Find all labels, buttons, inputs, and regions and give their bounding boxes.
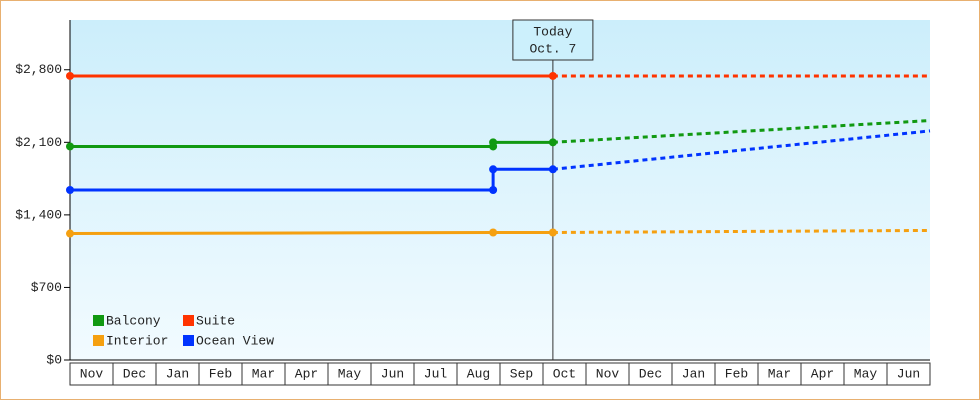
point — [66, 186, 74, 194]
today-label: Today — [533, 24, 572, 39]
legend-label: Ocean View — [196, 333, 274, 348]
x-tick-label: Mar — [252, 366, 275, 381]
y-tick-label: $2,100 — [15, 135, 62, 150]
x-tick-label: Apr — [295, 366, 318, 381]
x-tick-label: May — [854, 366, 878, 381]
legend-label: Balcony — [106, 313, 161, 328]
x-tick-label: Sep — [510, 366, 533, 381]
point — [66, 71, 74, 80]
x-tick-label: Nov — [80, 366, 104, 381]
x-tick-label: Jul — [424, 366, 448, 381]
point — [489, 186, 498, 194]
x-tick-label: Aug — [467, 366, 490, 381]
x-tick-label: Feb — [209, 366, 232, 381]
x-tick-label: Dec — [123, 366, 146, 381]
today-box — [512, 19, 594, 61]
point — [489, 228, 498, 237]
y-tick-label: $700 — [31, 280, 62, 295]
point — [548, 165, 557, 174]
y-tick-label: $0 — [46, 352, 62, 367]
legend-swatch — [93, 335, 104, 346]
y-tick-label: $2,800 — [15, 62, 62, 77]
point — [66, 142, 74, 151]
x-band — [886, 362, 931, 386]
x-tick-label: Jan — [166, 366, 189, 381]
x-tick-label: Mar — [768, 366, 791, 381]
point — [548, 71, 557, 80]
forecast-line — [552, 129, 931, 171]
x-tick-label: Nov — [596, 366, 620, 381]
x-tick-label: Feb — [725, 366, 748, 381]
point — [489, 138, 498, 147]
x-tick-label: Jun — [381, 366, 404, 381]
x-tick-label: Apr — [811, 366, 834, 381]
x-tick-label: Jun — [897, 366, 920, 381]
point — [66, 229, 74, 238]
legend-label: Suite — [196, 313, 235, 328]
x-tick-label: May — [338, 366, 362, 381]
x-tick-label: Oct — [553, 366, 576, 381]
x-tick-label: Dec — [639, 366, 662, 381]
y-tick-label: $1,400 — [15, 207, 62, 222]
x-tick-label: Jan — [682, 366, 705, 381]
point — [489, 165, 498, 174]
legend-swatch — [93, 315, 104, 326]
legend-swatch — [183, 315, 194, 326]
point — [548, 228, 557, 237]
point — [548, 138, 557, 147]
legend-label: Interior — [106, 333, 168, 348]
legend-swatch — [183, 335, 194, 346]
series-line — [69, 231, 553, 236]
series-line — [70, 167, 553, 192]
today-label: Oct. 7 — [529, 41, 576, 56]
